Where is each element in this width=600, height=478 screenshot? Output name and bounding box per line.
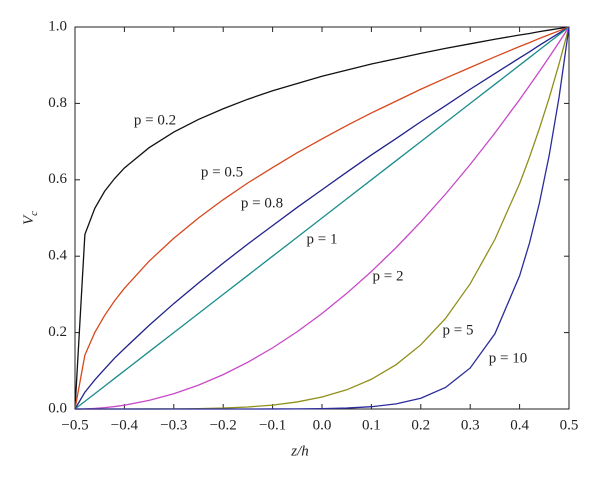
series-label: p = 0.2: [134, 112, 176, 128]
series-line: [74, 26, 570, 410]
y-label-sub: c: [28, 211, 40, 216]
x-tick-label: 0.1: [362, 417, 381, 433]
series-label: p = 5: [443, 322, 474, 338]
y-axis-label: Vc: [21, 211, 39, 225]
y-label-main: V: [21, 214, 37, 225]
y-tick-label: 0.2: [48, 324, 67, 340]
series-line: [74, 26, 570, 410]
series-line: [75, 26, 570, 410]
series-label: p = 10: [489, 350, 527, 366]
y-tick-label: 0.6: [48, 171, 67, 187]
series-label: p = 0.8: [241, 195, 283, 211]
x-tick-label: 0.4: [510, 417, 529, 433]
series-line: [74, 26, 570, 410]
x-tick-label: −0.1: [259, 417, 286, 433]
x-tick-label: 0.5: [560, 417, 579, 433]
x-tick-label: −0.3: [160, 417, 187, 433]
y-tick-label: 0.8: [48, 95, 67, 111]
x-tick-label: 0.3: [461, 417, 480, 433]
x-axis-label: z/h: [290, 443, 309, 459]
series-label: p = 1: [307, 231, 338, 247]
series-label: p = 0.5: [201, 164, 243, 180]
x-tick-label: 0.2: [411, 417, 430, 433]
series-line: [74, 26, 570, 410]
x-tick-label: −0.4: [111, 417, 139, 433]
series-label: p = 2: [373, 268, 404, 284]
y-tick-label: 0.4: [48, 248, 67, 264]
series-line: [74, 26, 570, 410]
x-tick-label: −0.5: [61, 417, 88, 433]
x-tick-label: −0.2: [210, 417, 237, 433]
x-tick-label: 0.0: [313, 417, 332, 433]
y-tick-label: 1.0: [48, 18, 67, 34]
y-tick-label: 0.0: [48, 400, 67, 416]
